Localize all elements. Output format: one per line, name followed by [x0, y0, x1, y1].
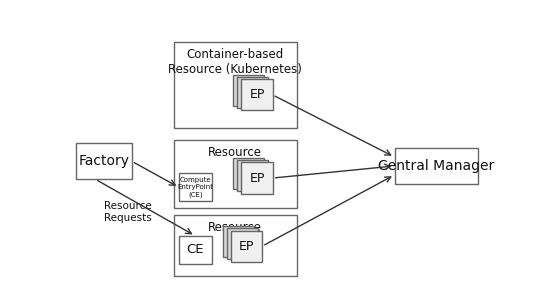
FancyBboxPatch shape — [233, 158, 264, 189]
FancyBboxPatch shape — [233, 75, 264, 106]
FancyBboxPatch shape — [174, 140, 296, 208]
FancyBboxPatch shape — [179, 173, 211, 201]
Text: Resource: Resource — [208, 221, 262, 234]
Text: EP: EP — [239, 240, 254, 253]
FancyBboxPatch shape — [237, 77, 268, 108]
FancyBboxPatch shape — [179, 236, 211, 263]
FancyBboxPatch shape — [242, 79, 273, 110]
Text: Compute
EntryPoint
(CE): Compute EntryPoint (CE) — [177, 177, 213, 198]
FancyBboxPatch shape — [174, 42, 296, 128]
Text: EP: EP — [249, 88, 265, 101]
FancyBboxPatch shape — [242, 163, 273, 194]
FancyBboxPatch shape — [226, 228, 258, 260]
Text: Resource: Resource — [208, 146, 262, 159]
FancyBboxPatch shape — [231, 231, 262, 262]
FancyBboxPatch shape — [75, 143, 132, 179]
Text: Resource
Requests: Resource Requests — [104, 201, 152, 223]
FancyBboxPatch shape — [223, 226, 254, 257]
Text: CE: CE — [187, 243, 204, 256]
FancyBboxPatch shape — [174, 215, 296, 276]
Text: Central Manager: Central Manager — [378, 159, 494, 173]
Text: Factory: Factory — [78, 154, 129, 168]
Text: Container-based
Resource (Kubernetes): Container-based Resource (Kubernetes) — [168, 47, 302, 76]
FancyBboxPatch shape — [237, 160, 268, 191]
Text: EP: EP — [249, 172, 265, 184]
FancyBboxPatch shape — [394, 148, 478, 184]
